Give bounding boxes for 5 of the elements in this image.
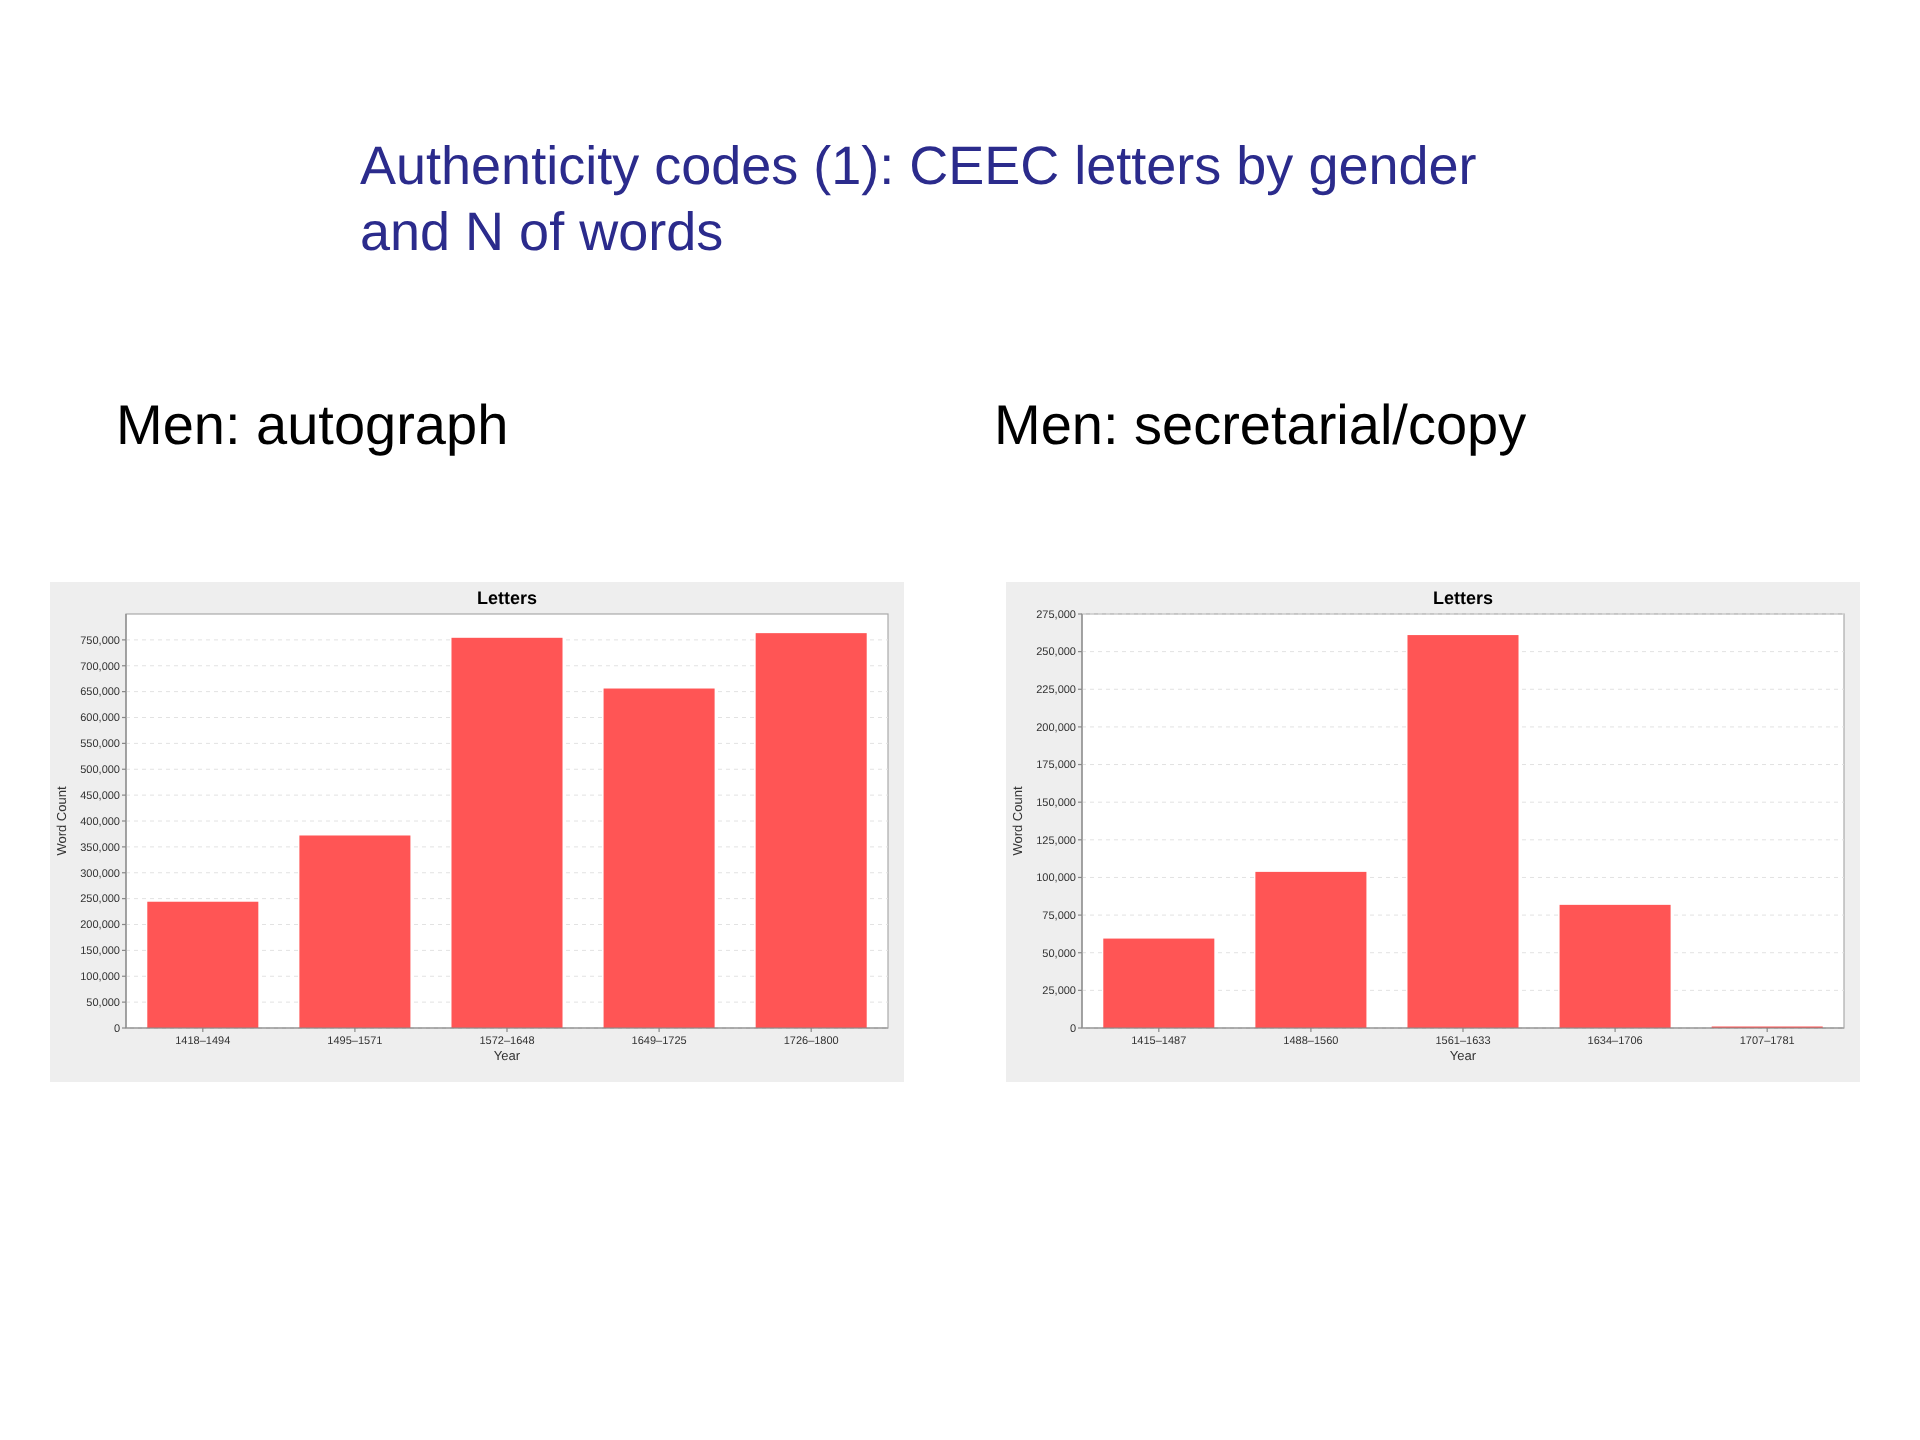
- chart-subtitle: Men: secretarial/copy: [994, 394, 1527, 456]
- chart-subtitle: Men: autograph: [116, 394, 509, 456]
- text: Authenticity codes (1): CEEC letters by gender and N of words: [360, 136, 1477, 262]
- chart-title: Letters: [1432, 588, 1494, 608]
- chart-title: Letters: [476, 588, 538, 608]
